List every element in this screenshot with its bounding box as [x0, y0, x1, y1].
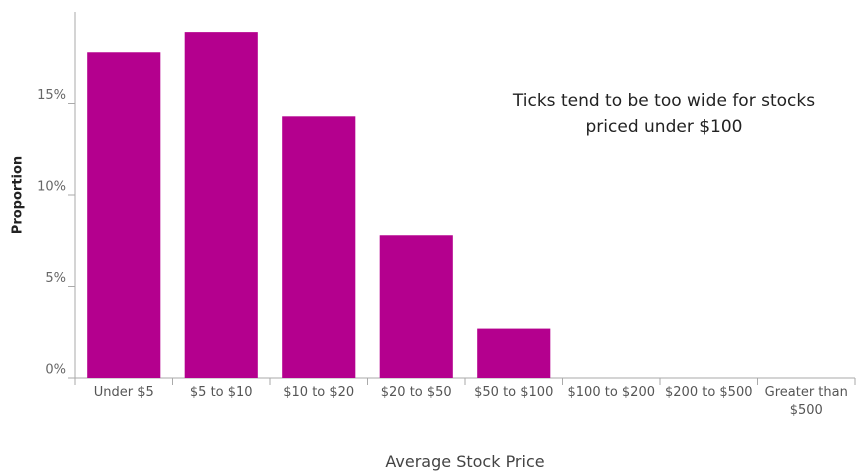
x-axis-label: Average Stock Price: [385, 452, 545, 471]
bar: [184, 32, 258, 378]
x-tick-label: Under $5: [93, 385, 154, 400]
bar: [282, 116, 356, 378]
x-tick-label: $50 to $100: [474, 385, 554, 400]
y-tick-label: 0%: [45, 363, 66, 378]
y-tick-label: 10%: [37, 180, 66, 195]
y-axis-label: Proportion: [10, 155, 26, 235]
x-tick-label: $5 to $10: [189, 385, 253, 400]
bar: [477, 328, 551, 378]
x-tick-label: $100 to $200: [567, 385, 655, 400]
y-tick-label: 15%: [37, 88, 66, 103]
x-tick-label: $10 to $20: [283, 385, 355, 400]
y-tick-label: 5%: [45, 271, 66, 286]
x-tick-label: Greater than $500: [764, 385, 848, 418]
bar: [379, 235, 453, 378]
bar: [87, 52, 161, 378]
x-tick-label: $20 to $50: [380, 385, 452, 400]
x-tick-label: $200 to $500: [665, 385, 753, 400]
annotation: Ticks tend to be too wide for stocks pri…: [512, 91, 816, 137]
